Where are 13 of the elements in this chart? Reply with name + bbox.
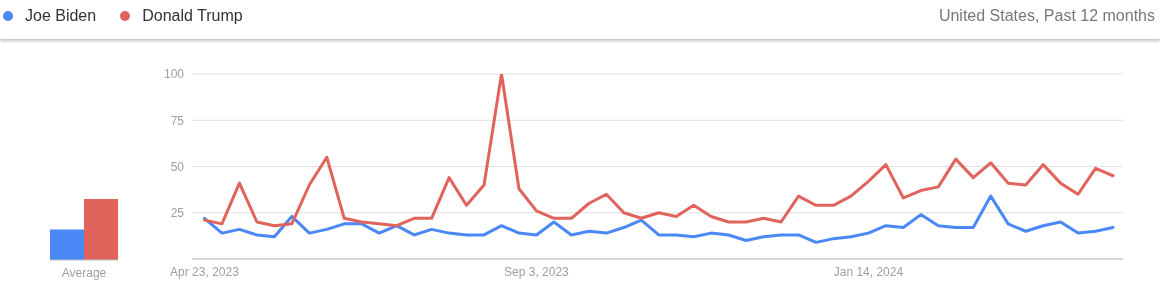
x-tick-label: Apr 23, 2023: [170, 264, 240, 279]
y-tick-label: 25: [170, 206, 185, 221]
legend-label: Donald Trump: [142, 7, 243, 25]
y-tick-label: 75: [170, 113, 185, 128]
line-series: [202, 194, 1115, 244]
legend-label: Joe Biden: [25, 7, 97, 25]
x-tick-label: Sep 3, 2023: [504, 264, 570, 279]
line-series: [202, 74, 1115, 228]
y-tick-label: 100: [163, 67, 185, 82]
x-tick-label: Jan 14, 2024: [833, 264, 904, 279]
text: United States, Past 12 months: [938, 7, 1155, 25]
x-tick-label: Average: [61, 265, 107, 280]
y-tick-label: 50: [170, 159, 185, 174]
